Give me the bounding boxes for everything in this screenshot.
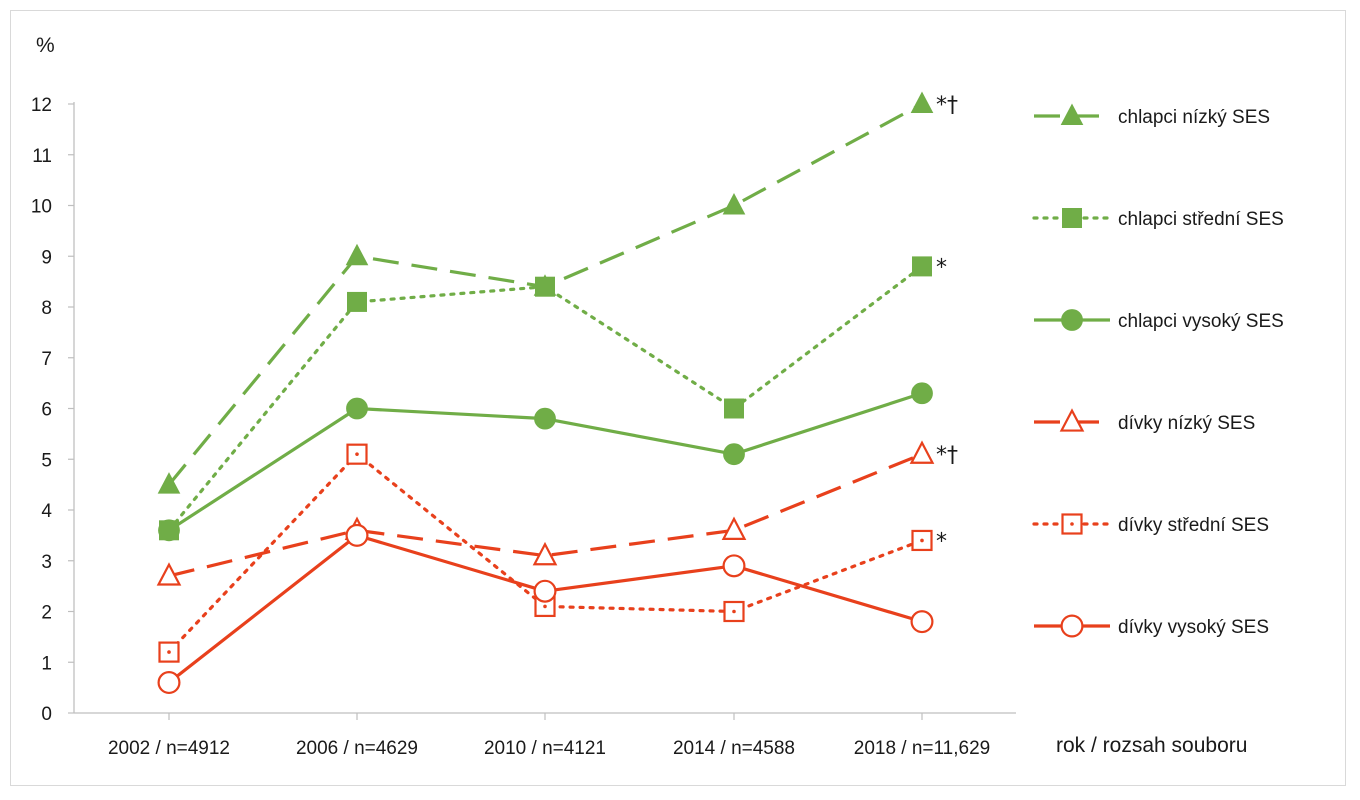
y-tick-label: 2: [41, 603, 52, 624]
circle-marker: [1061, 309, 1083, 331]
significance-annotation: *: [936, 255, 947, 280]
square-marker: [912, 256, 932, 277]
series-line: [167, 264, 924, 532]
circle-marker: [157, 671, 181, 695]
legend-item-2: chlapci střední SES: [1032, 208, 1284, 230]
x-ticks: 2002 / n=4912 2006 / n=4629 2010 / n=4121 2…: [108, 713, 990, 759]
y-tick-label: 12: [31, 95, 52, 116]
circle-marker: [723, 443, 745, 466]
triangle-marker: [532, 541, 558, 566]
square-marker: [535, 276, 555, 297]
legend-label: dívky nízký SES: [1118, 413, 1255, 434]
square-marker-dot: [920, 538, 924, 543]
square-marker-dot: [355, 452, 359, 456]
series-line: [168, 452, 923, 578]
legend-label: chlapci střední SES: [1118, 209, 1284, 230]
series-3: [158, 382, 933, 542]
y-tick-label: 9: [41, 247, 52, 268]
legend-label: chlapci vysoký SES: [1118, 311, 1284, 332]
legend-label: chlapci nízký SES: [1118, 107, 1270, 128]
y-tick-label: 11: [32, 146, 52, 167]
circle-marker: [910, 610, 934, 634]
y-tick-label: 3: [41, 552, 52, 573]
chart-frame: [10, 10, 1346, 786]
circle-marker: [158, 519, 180, 542]
x-tick-label: 2018 / n=11,629: [854, 738, 990, 759]
triangle-marker: [1060, 103, 1084, 126]
legend-item-3: chlapci vysoký SES: [1034, 309, 1284, 332]
triangle-marker: [157, 472, 181, 494]
square-marker: [346, 443, 368, 465]
series-1: *†: [157, 91, 958, 494]
circle-marker: [533, 579, 557, 603]
triangle-marker: [1059, 408, 1085, 432]
circle-marker: [722, 554, 746, 578]
square-marker-shape: [535, 276, 555, 297]
y-tick-label: 10: [31, 197, 52, 218]
legend-label: dívky střední SES: [1118, 515, 1269, 536]
y-tick-label: 1: [41, 653, 52, 674]
circle-marker: [534, 407, 556, 430]
square-marker: [347, 291, 367, 312]
series-2: *: [159, 255, 947, 541]
y-tick-label: 6: [41, 400, 52, 421]
significance-annotation: *: [936, 529, 947, 554]
series-5: *: [158, 443, 947, 663]
square-marker: [158, 641, 180, 663]
circle-marker: [346, 397, 368, 420]
legend-item-5: dívky střední SES: [1032, 513, 1269, 536]
legend-item-1: chlapci nízký SES: [1034, 103, 1270, 128]
series-group: *† * *† *: [156, 91, 958, 695]
legend-label: dívky vysoký SES: [1118, 617, 1269, 638]
square-marker-shape: [347, 291, 367, 312]
y-tick-label: 8: [41, 298, 52, 319]
x-tick-label: 2006 / n=4629: [296, 738, 418, 759]
y-tick-label: 5: [41, 450, 52, 471]
legend: chlapci nízký SES chlapci střední SES chla…: [1032, 103, 1284, 638]
y-axis-label: %: [36, 34, 55, 57]
circle-marker: [911, 382, 933, 405]
square-marker-dot: [543, 604, 547, 609]
significance-annotation: *†: [936, 443, 958, 468]
y-tick-label: 4: [41, 501, 52, 522]
square-marker-shape: [1062, 208, 1082, 228]
series-6: [157, 523, 934, 695]
square-marker: [723, 600, 745, 623]
x-tick-label: 2010 / n=4121: [484, 738, 606, 759]
square-marker: [911, 529, 933, 552]
y-tick-label: 0: [41, 704, 52, 725]
circle-marker: [345, 523, 369, 547]
legend-item-4: dívky nízký SES: [1034, 408, 1255, 434]
triangle-marker: [156, 562, 182, 586]
legend-item-6: dívky vysoký SES: [1034, 614, 1269, 638]
series-4: *†: [156, 440, 958, 586]
square-marker: [724, 398, 744, 419]
square-marker-shape: [912, 256, 932, 277]
circle-marker: [1060, 614, 1084, 638]
y-tick-label: 7: [41, 349, 52, 370]
square-marker-shape: [724, 398, 744, 419]
x-tick-label: 2014 / n=4588: [673, 738, 795, 759]
significance-annotation: *†: [936, 93, 958, 118]
x-axis-label: rok / rozsah souboru: [1056, 734, 1247, 757]
triangle-marker: [910, 91, 934, 114]
triangle-marker: [345, 243, 369, 266]
triangle-marker: [909, 440, 935, 464]
square-marker: [1061, 513, 1083, 535]
triangle-marker: [721, 516, 747, 540]
square-marker-dot: [732, 609, 736, 614]
series-line: [167, 452, 924, 654]
square-marker-dot: [167, 650, 171, 654]
x-tick-label: 2002 / n=4912: [108, 738, 230, 759]
triangle-marker: [722, 193, 746, 215]
square-marker: [1062, 208, 1082, 228]
square-marker-dot: [1070, 522, 1074, 526]
